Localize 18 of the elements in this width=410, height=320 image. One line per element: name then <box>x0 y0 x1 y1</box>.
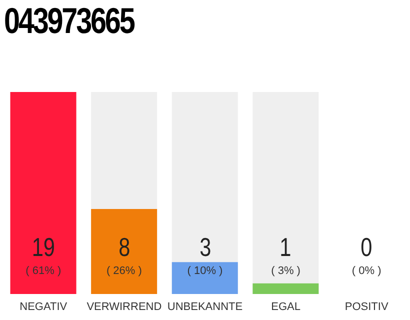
x-tick-label: POSITIV <box>344 300 389 313</box>
bar <box>172 262 238 294</box>
annotation: ( 3% ) <box>270 264 302 278</box>
annotation: ( 61% ) <box>24 264 62 278</box>
chart-title: 043973665 <box>4 0 134 42</box>
annotation: ( 0% ) <box>350 264 382 278</box>
x-tick-label: VERWIRREND <box>86 300 162 313</box>
data-label: 8 <box>117 232 131 262</box>
x-tick-label: UNBEKANNTE <box>167 300 243 313</box>
data-label: 1 <box>279 232 293 262</box>
data-label: 19 <box>30 232 56 262</box>
data-label: 3 <box>198 232 212 262</box>
annotation: ( 26% ) <box>105 264 143 278</box>
x-tick-label: EGAL <box>271 300 300 313</box>
bar <box>252 283 319 294</box>
data-label: 0 <box>360 232 374 262</box>
x-tick-label: NEGATIV <box>20 300 68 313</box>
annotation: ( 10% ) <box>186 264 224 278</box>
